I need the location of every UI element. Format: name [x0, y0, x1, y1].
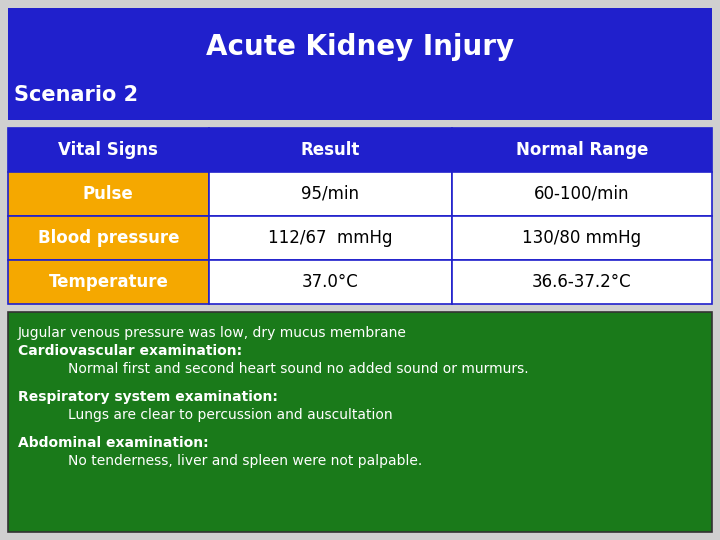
FancyBboxPatch shape [451, 128, 712, 172]
Text: Acute Kidney Injury: Acute Kidney Injury [206, 33, 514, 61]
FancyBboxPatch shape [451, 216, 712, 260]
Text: Pulse: Pulse [83, 185, 134, 203]
Text: Jugular venous pressure was low, dry mucus membrane: Jugular venous pressure was low, dry muc… [18, 326, 407, 340]
FancyBboxPatch shape [209, 172, 451, 216]
Text: Respiratory system examination:: Respiratory system examination: [18, 390, 278, 404]
Text: Normal first and second heart sound no added sound or murmurs.: Normal first and second heart sound no a… [68, 362, 528, 376]
FancyBboxPatch shape [209, 128, 451, 172]
Text: 130/80 mmHg: 130/80 mmHg [522, 229, 642, 247]
Text: Lungs are clear to percussion and auscultation: Lungs are clear to percussion and auscul… [68, 408, 392, 422]
Text: 37.0°C: 37.0°C [302, 273, 359, 291]
Text: 95/min: 95/min [301, 185, 359, 203]
Text: Scenario 2: Scenario 2 [14, 85, 138, 105]
Text: 112/67  mmHg: 112/67 mmHg [268, 229, 392, 247]
FancyBboxPatch shape [451, 172, 712, 216]
FancyBboxPatch shape [8, 260, 209, 304]
Text: Temperature: Temperature [48, 273, 168, 291]
Text: Vital Signs: Vital Signs [58, 141, 158, 159]
Text: No tenderness, liver and spleen were not palpable.: No tenderness, liver and spleen were not… [68, 454, 422, 468]
FancyBboxPatch shape [8, 8, 712, 120]
Text: Abdominal examination:: Abdominal examination: [18, 436, 209, 450]
FancyBboxPatch shape [8, 312, 712, 532]
Text: Cardiovascular examination:: Cardiovascular examination: [18, 344, 242, 358]
FancyBboxPatch shape [451, 260, 712, 304]
Text: Normal Range: Normal Range [516, 141, 648, 159]
Text: Result: Result [300, 141, 360, 159]
Text: 36.6-37.2°C: 36.6-37.2°C [532, 273, 631, 291]
FancyBboxPatch shape [209, 216, 451, 260]
FancyBboxPatch shape [209, 260, 451, 304]
Text: 60-100/min: 60-100/min [534, 185, 629, 203]
Text: Blood pressure: Blood pressure [37, 229, 179, 247]
FancyBboxPatch shape [8, 172, 209, 216]
FancyBboxPatch shape [8, 128, 209, 172]
FancyBboxPatch shape [8, 216, 209, 260]
